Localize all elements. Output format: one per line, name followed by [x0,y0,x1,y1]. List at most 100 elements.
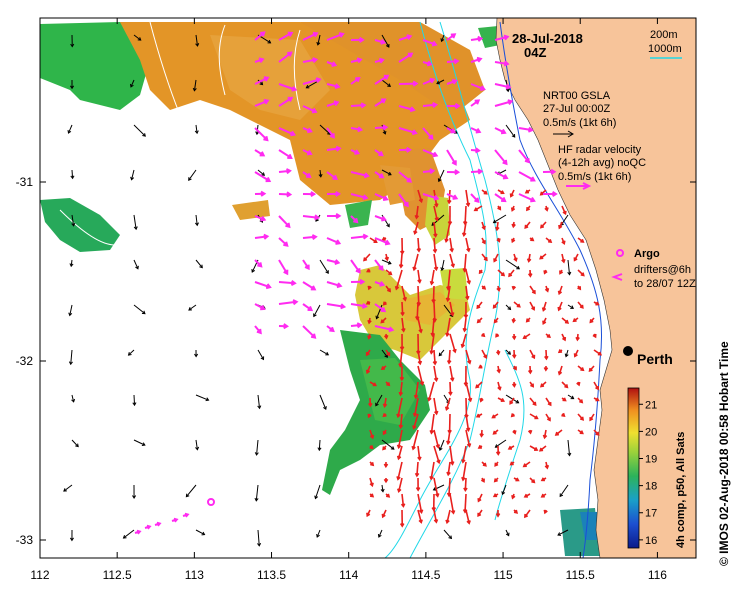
hf-radar-arrow [381,236,387,241]
gsla-arrow [68,304,73,317]
hf-subtitle: (4-12h avg) noQC [558,157,646,169]
hf-radar-arrow [522,333,531,339]
hf-velocity-arrow [446,33,457,41]
gsla-arrow [67,124,73,134]
hf-velocity-arrow [278,259,289,276]
drifter-arrow [134,529,142,535]
hf-radar-arrow [398,349,403,368]
gsla-arrow [505,259,521,270]
hf-radar-arrow [557,285,563,296]
gsla-arrow [377,529,383,538]
x-tick-label: 115 [493,568,512,582]
depth-label-200m: 200m [650,29,678,41]
hf-radar-arrow [396,429,403,450]
hf-radar-arrow [396,397,403,419]
gsla-arrow [505,124,516,138]
hf-radar-arrow [511,285,517,291]
hf-radar-arrow [481,349,488,359]
hf-radar-arrow [540,477,547,482]
hf-radar-arrow [449,333,457,354]
hf-velocity-arrow [302,105,318,114]
x-tick-label: 113 [185,568,204,582]
gsla-arrow [69,529,74,542]
hf-velocity-arrow [278,280,297,286]
gsla-arrow [70,169,75,180]
hf-velocity-arrow [302,214,321,221]
x-tick-label: 112.5 [103,568,132,582]
hf-velocity-arrow [254,303,266,311]
depth-legend: 200m 1000m [648,29,682,59]
hf-radar-arrow [399,365,405,382]
hf-velocity-arrow [350,36,365,43]
gsla-arrow [195,34,200,47]
hf-radar-arrow [475,381,483,389]
hf-radar-arrow [577,397,584,404]
gsla-arrow [257,349,265,361]
hf-velocity-arrow [422,102,439,108]
hf-velocity-arrow [374,281,386,287]
hf-radar-arrow [524,509,531,519]
hf-radar-arrow [540,493,547,498]
hf-velocity-arrow [326,145,342,152]
gsla-arrow [133,34,142,41]
land-mass [495,17,697,559]
hf-radar-arrow [445,285,451,303]
y-tick-label: -33 [16,533,34,547]
gsla-arrow [436,79,445,85]
gsla-arrow [70,34,75,48]
sst-contours [59,21,301,246]
hf-radar-arrow [493,477,499,483]
gsla-arrow [133,124,146,137]
hf-velocity-arrow [398,171,413,183]
hf-radar-arrow [557,365,563,376]
gsla-arrow [254,439,259,456]
gsla-arrow [319,394,327,411]
hf-velocity-arrow [302,325,317,339]
hf-velocity-arrow [254,281,272,290]
hf-radar-arrow [369,381,378,387]
hf-radar-arrow [479,397,484,403]
hf-radar-arrow [433,397,439,416]
hf-radar-arrow [394,269,403,291]
hf-radar-arrow [448,381,453,397]
hf-velocity-arrow [422,149,439,158]
hf-radar-arrow [538,445,547,452]
gsla-arrow [381,439,395,450]
hf-velocity-arrow [446,193,459,200]
hf-radar-arrow [477,444,483,449]
hf-radar-arrow [575,333,580,342]
hf-velocity-arrow [470,127,482,134]
hf-radar-arrow [444,397,451,412]
hf-velocity-arrow [254,325,262,335]
hf-velocity-arrow [302,77,322,85]
hf-velocity-arrow [278,191,293,198]
hf-radar-arrow [511,493,516,500]
place-label-perth: Perth [637,351,673,367]
gsla-arrow [380,484,385,493]
gsla-arrow [63,484,73,492]
hf-velocity-arrow [254,31,266,41]
hf-velocity-arrow [422,168,436,175]
hf-radar-arrow [542,317,547,325]
gsla-legend: NRT00 GSLA 27-Jul 00:00Z 0.5m/s (1kt 6h) [543,90,616,138]
drifter-label-1: drifters@6h [634,264,691,276]
hf-radar-arrow [561,253,566,264]
hf-radar-arrow [465,237,471,253]
hf-radar-arrow [369,445,374,450]
hf-velocity-arrow [302,303,314,312]
hf-radar-arrow [414,461,420,478]
hf-radar-arrow [476,317,483,324]
hf-radar-arrow [529,285,536,295]
gsla-arrow [314,484,321,500]
hf-radar-arrow [561,237,566,246]
hf-radar-arrow [367,317,372,325]
hf-radar-arrow [366,268,371,273]
hf-radar-arrow [593,397,600,402]
hf-velocity-arrow [254,215,267,222]
hf-radar-arrow [462,253,468,273]
gsla-arrow [195,439,200,451]
hf-radar-arrow [523,493,531,498]
hf-velocity-arrow [278,299,299,306]
gsla-arrow [132,484,137,499]
